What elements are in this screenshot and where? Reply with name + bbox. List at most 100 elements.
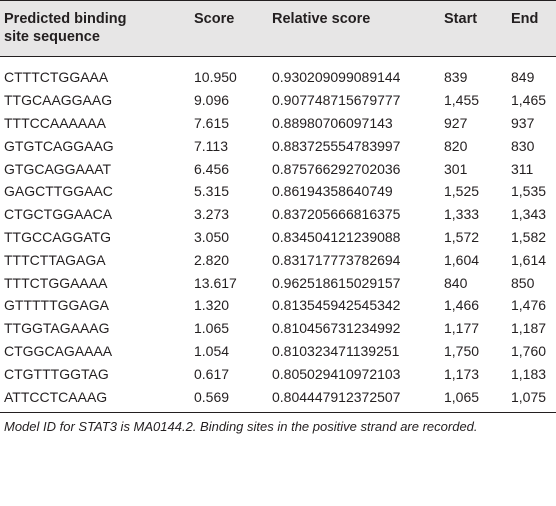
header-end: End	[511, 0, 556, 57]
table-row: GTTTTTGGAGA 1.320 0.813545942545342 1,466 1,…	[0, 294, 556, 317]
cell-score: 2.820	[194, 251, 230, 268]
cell-sequence: CTTTCTGGAAA	[4, 69, 109, 86]
cell-score: 0.617	[194, 365, 230, 382]
cell-score: 3.050	[194, 228, 230, 245]
cell-start: 820	[444, 137, 468, 154]
table-row: CTGGCAGAAAA 1.054 0.810323471139251 1,750 1,…	[0, 340, 556, 363]
cell-end: 311	[511, 160, 534, 177]
table-row: GTGCAGGAAAT 6.456 0.875766292702036 301 311	[0, 157, 556, 180]
cell-sequence: CTGTTTGGTAG	[4, 365, 109, 382]
cell-sequence: CTGGCAGAAAA	[4, 342, 113, 359]
cell-score: 1.320	[194, 297, 230, 314]
cell-start: 839	[444, 69, 468, 86]
table-header: Predicted binding site sequence Score Re…	[0, 0, 556, 57]
cell-relative-score: 0.810456731234992	[272, 320, 401, 337]
cell-end: 1,760	[511, 342, 547, 359]
cell-end: 1,476	[511, 297, 547, 314]
cell-sequence: GTGTCAGGAAG	[4, 137, 114, 154]
cell-start: 1,455	[444, 92, 480, 109]
cell-relative-score: 0.831717773782694	[272, 251, 401, 268]
cell-relative-score: 0.837205666816375	[272, 206, 401, 223]
cell-start: 301	[444, 160, 468, 177]
cell-start: 927	[444, 114, 468, 131]
cell-relative-score: 0.834504121239088	[272, 228, 401, 245]
cell-sequence: TTTCCAAAAAA	[4, 114, 106, 131]
cell-end: 1,582	[511, 228, 547, 245]
cell-relative-score: 0.930209099089144	[272, 69, 401, 86]
table-row: CTGCTGGAACA 3.273 0.837205666816375 1,333 1,…	[0, 203, 556, 226]
cell-sequence: CTGCTGGAACA	[4, 206, 113, 223]
table-row: CTGTTTGGTAG 0.617 0.805029410972103 1,173 1,…	[0, 362, 556, 385]
cell-start: 840	[444, 274, 468, 291]
cell-sequence: TTGCAAGGAAG	[4, 92, 113, 109]
cell-start: 1,604	[444, 251, 480, 268]
cell-sequence: GTTTTTGGAGA	[4, 297, 109, 314]
cell-score: 13.617	[194, 274, 237, 291]
cell-score: 10.950	[194, 69, 237, 86]
table-row: TTGGTAGAAAG 1.065 0.810456731234992 1,177 1,…	[0, 317, 556, 340]
cell-score: 3.273	[194, 206, 230, 223]
cell-end: 1,535	[511, 183, 547, 200]
cell-score: 1.054	[194, 342, 230, 359]
cell-score: 0.569	[194, 385, 272, 413]
header-sequence: Predicted binding site sequence	[0, 0, 194, 57]
cell-end: 849	[511, 69, 535, 86]
cell-sequence: GAGCTTGGAAC	[4, 183, 113, 200]
table-row: TTTCTGGAAAA 13.617 0.962518615029157 840 850	[0, 271, 556, 294]
cell-relative-score: 0.962518615029157	[272, 274, 401, 291]
table-row: CTTTCTGGAAA 10.950 0.930209099089144 839 849	[0, 57, 556, 89]
cell-score: 1.065	[194, 320, 230, 337]
cell-sequence: TTGCCAGGATG	[4, 228, 112, 245]
cell-end: 850	[511, 274, 535, 291]
cell-end: 1,465	[511, 92, 547, 109]
binding-site-table: Predicted binding site sequence Score Re…	[0, 0, 556, 413]
table-row: GTGTCAGGAAG 7.113 0.883725554783997 820 830	[0, 134, 556, 157]
cell-relative-score: 0.907748715679777	[272, 92, 401, 109]
cell-end: 1,187	[511, 320, 547, 337]
table-body: CTTTCTGGAAA 10.950 0.930209099089144 839 849…	[0, 57, 556, 413]
cell-start: 1,173	[444, 365, 480, 382]
cell-end: 830	[511, 137, 535, 154]
cell-relative-score: 0.810323471139251	[272, 342, 400, 359]
cell-start: 1,525	[444, 183, 480, 200]
cell-start: 1,177	[444, 320, 480, 337]
cell-score: 9.096	[194, 92, 230, 109]
table-row: TTTCTTAGAGA 2.820 0.831717773782694 1,604 1,…	[0, 248, 556, 271]
cell-end: 1,343	[511, 206, 547, 223]
table-row: TTGCAAGGAAG 9.096 0.907748715679777 1,455 1,…	[0, 89, 556, 112]
header-score: Score	[194, 0, 272, 57]
cell-sequence: TTTCTTAGAGA	[4, 251, 106, 268]
cell-sequence: GTGCAGGAAAT	[4, 160, 112, 177]
cell-start: 1,572	[444, 228, 480, 245]
binding-site-table-container: Predicted binding site sequence Score Re…	[0, 0, 556, 434]
cell-relative-score: 0.86194358640749	[272, 183, 393, 200]
table-row: TTTCCAAAAAA 7.615 0.88980706097143 927 937	[0, 112, 556, 135]
cell-score: 6.456	[194, 160, 230, 177]
cell-relative-score: 0.813545942545342	[272, 297, 401, 314]
cell-end: 1,075	[511, 385, 556, 413]
table-footnote: Model ID for STAT3 is MA0144.2. Binding …	[4, 418, 478, 434]
cell-sequence: ATTCCTCAAAG	[0, 385, 194, 413]
cell-start: 1,750	[444, 342, 480, 359]
cell-relative-score: 0.88980706097143	[272, 114, 393, 131]
cell-start: 1,466	[444, 297, 480, 314]
header-sequence-line1: Predicted binding	[4, 11, 127, 27]
cell-start: 1,333	[444, 206, 480, 223]
cell-sequence: TTTCTGGAAAA	[4, 274, 108, 291]
table-row: TTGCCAGGATG 3.050 0.834504121239088 1,572 1,…	[0, 226, 556, 249]
header-relative-score: Relative score	[272, 0, 444, 57]
cell-start: 1,065	[444, 385, 511, 413]
cell-end: 1,614	[511, 251, 547, 268]
cell-score: 7.615	[194, 114, 230, 131]
cell-score: 5.315	[194, 183, 230, 200]
header-row: Predicted binding site sequence Score Re…	[0, 0, 556, 57]
table-row: GAGCTTGGAAC 5.315 0.86194358640749 1,525 1,5…	[0, 180, 556, 203]
cell-score: 7.113	[194, 137, 228, 154]
cell-relative-score: 0.805029410972103	[272, 365, 401, 382]
cell-relative-score: 0.875766292702036	[272, 160, 401, 177]
header-sequence-line2: site sequence	[4, 29, 100, 45]
cell-sequence: TTGGTAGAAAG	[4, 320, 110, 337]
header-start: Start	[444, 0, 511, 57]
table-row: ATTCCTCAAAG 0.569 0.804447912372507 1,065 1,…	[0, 385, 556, 413]
cell-relative-score: 0.883725554783997	[272, 137, 401, 154]
